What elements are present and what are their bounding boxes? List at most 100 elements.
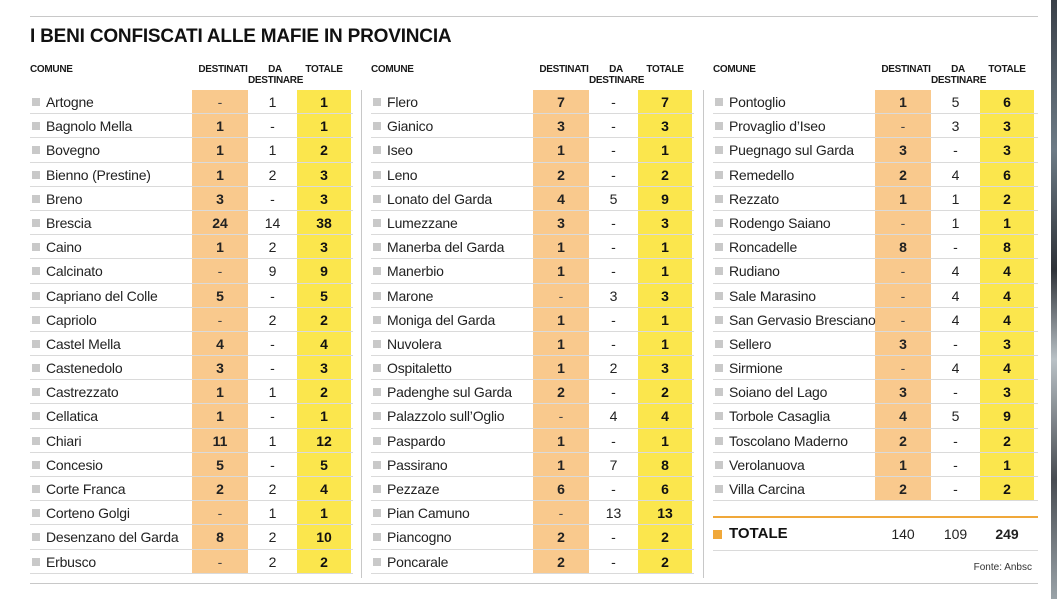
row-da-destinare: 4	[951, 287, 960, 304]
header-comune: COMUNE	[30, 64, 73, 75]
row-destinati: 4	[557, 190, 565, 207]
header-totale: TOTALE	[646, 64, 684, 75]
row-comune: Rodengo Saiano	[729, 214, 831, 231]
row-comune: Bovegno	[46, 142, 100, 159]
row-totale: 2	[661, 529, 669, 546]
row-comune: Lumezzane	[387, 214, 458, 231]
table-row: Artogne - 1 1	[30, 90, 353, 115]
table-row: Gianico 3 - 3	[371, 114, 694, 139]
table-row: Castrezzato 1 1 2	[30, 380, 353, 405]
header-totale: TOTALE	[988, 64, 1026, 75]
header-da-destinare: DA DESTINARE	[248, 64, 304, 86]
row-da-destinare: 2	[268, 239, 277, 256]
table-row: Cellatica 1 - 1	[30, 404, 353, 429]
bullet-square-icon	[715, 98, 723, 106]
bullet-square-icon	[373, 170, 381, 179]
row-da-destinare: 3	[609, 287, 618, 304]
totals-da-destinare: 109	[943, 526, 968, 542]
row-comune: Artogne	[46, 94, 94, 110]
row-destinati: -	[217, 263, 223, 280]
row-totale: 2	[320, 142, 328, 159]
row-da-destinare: 9	[268, 263, 277, 280]
table-row: Passirano 1 7 8	[371, 453, 694, 477]
row-comune: Roncadelle	[729, 239, 798, 256]
bullet-square-icon	[32, 146, 40, 155]
row-da-destinare: 1	[268, 142, 277, 159]
row-destinati: 1	[899, 456, 907, 473]
row-da-destinare: -	[953, 142, 958, 159]
header-da-destinare-line1: DA	[951, 64, 965, 75]
totals-label: TOTALE	[729, 525, 788, 542]
row-destinati: 2	[899, 166, 907, 183]
table-row: Bovegno 1 1 2	[30, 138, 353, 163]
row-da-destinare: 2	[268, 553, 277, 570]
row-da-destinare: 1	[268, 505, 277, 522]
row-comune: Moniga del Garda	[387, 311, 496, 328]
row-totale: 1	[320, 118, 328, 135]
bullet-square-icon	[373, 436, 381, 445]
table-row: Marone - 3 3	[371, 284, 694, 308]
row-comune: Corteno Golgi	[46, 505, 130, 522]
row-totale: 3	[661, 118, 669, 135]
row-totale: 4	[320, 335, 328, 352]
row-comune: Provaglio d’Iseo	[729, 118, 826, 135]
bullet-square-icon	[373, 218, 381, 227]
table-row: Erbusco - 2 2	[30, 550, 353, 574]
row-totale: 3	[1003, 384, 1011, 401]
table-row: Chiari 11 1 12	[30, 429, 353, 453]
row-da-destinare: 4	[951, 360, 960, 377]
row-destinati: 1	[557, 335, 565, 352]
row-destinati: 6	[557, 481, 565, 497]
table-row: Desenzano del Garda 8 2 10	[30, 525, 353, 550]
table-row: Pontoglio 1 5 6	[713, 90, 1038, 115]
row-comune: Toscolano Maderno	[729, 432, 848, 449]
row-da-destinare: -	[611, 335, 616, 352]
row-da-destinare: 14	[264, 214, 281, 231]
row-totale: 1	[661, 311, 669, 328]
row-destinati: -	[900, 214, 906, 231]
row-totale: 5	[320, 456, 328, 473]
bullet-square-icon	[373, 460, 381, 469]
row-comune: Rezzato	[729, 190, 779, 207]
row-destinati: 2	[557, 166, 565, 183]
row-comune: Passirano	[387, 456, 448, 473]
totals-underline	[713, 550, 1038, 551]
bullet-square-icon	[32, 509, 40, 518]
row-totale: 13	[657, 505, 673, 522]
row-comune: Palazzolo sull’Oglio	[387, 408, 505, 425]
row-comune: Castrezzato	[46, 384, 119, 401]
row-comune: Villa Carcina	[729, 481, 805, 497]
row-da-destinare: -	[953, 481, 958, 497]
row-comune: Ospitaletto	[387, 360, 452, 377]
row-destinati: 8	[899, 239, 907, 256]
row-comune: Chiari	[46, 432, 82, 449]
row-destinati: 2	[557, 553, 565, 570]
header-da-destinare-line2: DESTINARE	[248, 75, 304, 86]
row-comune: Nuvolera	[387, 335, 442, 352]
row-totale: 3	[661, 287, 669, 304]
totals-totale: 249	[995, 526, 1019, 542]
header-da-destinare: DA DESTINARE	[931, 64, 986, 86]
bullet-square-icon	[715, 267, 723, 276]
row-comune: Desenzano del Garda	[46, 529, 179, 546]
table-row: Toscolano Maderno 2 - 2	[713, 429, 1038, 453]
table-row: Corte Franca 2 2 4	[30, 477, 353, 502]
row-destinati: -	[558, 505, 564, 522]
row-destinati: 3	[557, 214, 565, 231]
row-da-destinare: -	[611, 166, 616, 183]
row-totale: 5	[320, 287, 328, 304]
table-row: Castenedolo 3 - 3	[30, 356, 353, 381]
row-comune: Cellatica	[46, 408, 98, 425]
table-row: Rezzato 1 1 2	[713, 187, 1038, 211]
row-da-destinare: -	[270, 408, 275, 425]
row-da-destinare: -	[270, 190, 275, 207]
table-row: Poncarale 2 - 2	[371, 550, 694, 574]
table-row: Moniga del Garda 1 - 1	[371, 308, 694, 332]
table-row: Manerbio 1 - 1	[371, 259, 694, 284]
table-row: Bagnolo Mella 1 - 1	[30, 114, 353, 139]
totale-column-band	[980, 90, 1034, 502]
bullet-square-icon	[32, 412, 40, 421]
row-da-destinare: -	[611, 553, 616, 570]
row-totale: 2	[1003, 190, 1011, 207]
row-da-destinare: 4	[609, 408, 618, 425]
